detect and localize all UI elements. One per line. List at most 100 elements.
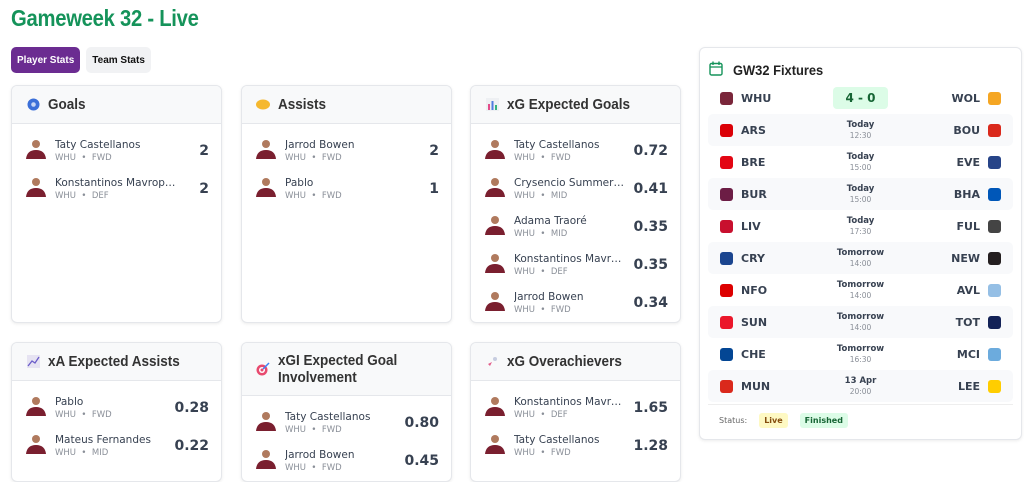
away-crest-icon xyxy=(988,379,1001,393)
player-name: Crysencio Summerville xyxy=(514,177,628,189)
handshake-icon xyxy=(256,98,270,112)
fixture-row[interactable]: LIV Today 17:30 FUL xyxy=(708,210,1013,242)
player-team: WHU xyxy=(514,153,536,163)
player-stat-value: 2 xyxy=(429,143,439,159)
fixture-row[interactable]: ARS Today 12:30 BOU xyxy=(708,114,1013,146)
away-team: LEE xyxy=(957,379,980,393)
player-row[interactable]: Taty Castellanos WHU • FWD 1.28 xyxy=(483,427,668,465)
away-crest-icon xyxy=(988,123,1001,137)
fixture-row[interactable]: CHE Tomorrow 16:30 MCI xyxy=(708,338,1013,370)
target-icon xyxy=(256,362,270,376)
player-row[interactable]: Pablo WHU • FWD 0.28 xyxy=(24,389,209,427)
fixture-day: Today xyxy=(846,152,875,162)
player-row[interactable]: Konstantinos Mavropan... WHU • DEF 1.65 xyxy=(483,389,668,427)
card-header: xG Expected Goals xyxy=(471,86,680,124)
player-stat-value: 1 xyxy=(429,181,439,197)
player-row[interactable]: Jarrod Bowen WHU • FWD 0.45 xyxy=(254,442,439,480)
player-row[interactable]: Adama Traoré WHU • MID 0.35 xyxy=(483,208,668,246)
player-stat-value: 0.22 xyxy=(174,438,209,454)
player-position: FWD xyxy=(321,425,342,435)
player-row[interactable]: Crysencio Summerville WHU • MID 0.41 xyxy=(483,170,668,208)
player-avatar xyxy=(254,409,285,437)
player-avatar xyxy=(254,137,285,165)
player-team: WHU xyxy=(514,410,536,420)
fixture-day: Tomorrow xyxy=(836,344,885,354)
player-row[interactable]: Pablo WHU • FWD 1 xyxy=(254,170,439,208)
player-name: Mateus Fernandes xyxy=(55,434,151,446)
player-row[interactable]: Taty Castellanos WHU • FWD 2 xyxy=(24,132,209,170)
player-name: Pablo xyxy=(285,177,314,189)
fixture-row[interactable]: NFO Tomorrow 14:00 AVL xyxy=(708,274,1013,306)
away-team: BHA xyxy=(953,187,980,201)
fixture-row[interactable]: SUN Tomorrow 14:00 TOT xyxy=(708,306,1013,338)
home-crest-icon xyxy=(720,91,733,105)
player-row[interactable]: Jarrod Bowen WHU • FWD 2 xyxy=(254,132,439,170)
fixture-row[interactable]: BRE Today 15:00 EVE xyxy=(708,146,1013,178)
trend-chart-icon xyxy=(26,355,40,369)
fixture-day: 13 Apr xyxy=(844,376,877,386)
away-team: FUL xyxy=(956,219,980,233)
card-header: xGI Expected Goal Involvement xyxy=(242,343,451,396)
bar-chart-icon xyxy=(485,98,499,112)
fixture-time: 20:00 xyxy=(849,387,872,396)
player-name: Jarrod Bowen xyxy=(514,291,584,303)
fixture-day: Today xyxy=(846,216,875,226)
player-row[interactable]: Taty Castellanos WHU • FWD 0.72 xyxy=(483,132,668,170)
home-crest-icon xyxy=(720,251,733,265)
fixture-row[interactable]: WHU 4 - 0 WOL xyxy=(708,82,1013,114)
player-stat-value: 1.28 xyxy=(633,438,668,454)
fixture-row[interactable]: MUN 13 Apr 20:00 LEE xyxy=(708,370,1013,402)
tab-player-stats[interactable]: Player Stats xyxy=(11,47,81,73)
fixture-day: Tomorrow xyxy=(836,312,885,322)
away-crest-icon xyxy=(988,251,1001,265)
home-team: MUN xyxy=(741,379,771,393)
status-legend: Status: Live Finished xyxy=(708,404,1013,428)
player-name: Taty Castellanos xyxy=(514,139,600,151)
player-position: DEF xyxy=(550,267,568,277)
away-team: TOT xyxy=(955,315,980,329)
home-team: NFO xyxy=(741,283,768,297)
player-name: Adama Traoré xyxy=(514,215,587,227)
player-name: Jarrod Bowen xyxy=(285,449,355,461)
player-position: FWD xyxy=(91,410,112,420)
player-position: FWD xyxy=(321,153,342,163)
player-row[interactable]: Konstantinos Mavropanos WHU • DEF 2 xyxy=(24,170,209,208)
fixture-row[interactable]: BUR Today 15:00 BHA xyxy=(708,178,1013,210)
player-row[interactable]: Taty Castellanos WHU • FWD 0.80 xyxy=(254,404,439,442)
player-stat-value: 0.45 xyxy=(404,453,439,469)
fixture-row[interactable]: CRY Tomorrow 14:00 NEW xyxy=(708,242,1013,274)
away-crest-icon xyxy=(988,91,1001,105)
stat-card-4: xGI Expected Goal Involvement Taty Caste… xyxy=(241,342,452,482)
player-stat-value: 0.35 xyxy=(633,257,668,273)
home-crest-icon xyxy=(720,187,733,201)
player-row[interactable]: Mateus Fernandes WHU • MID 0.22 xyxy=(24,427,209,465)
player-avatar xyxy=(483,175,514,203)
player-position: FWD xyxy=(550,153,571,163)
away-crest-icon xyxy=(988,219,1001,233)
player-row[interactable]: Jarrod Bowen WHU • FWD 0.34 xyxy=(483,284,668,322)
player-position: FWD xyxy=(91,153,112,163)
player-stat-value: 0.35 xyxy=(633,219,668,235)
card-header: xA Expected Assists xyxy=(12,343,221,381)
player-avatar xyxy=(24,432,55,460)
player-stat-value: 1.65 xyxy=(633,400,668,416)
away-crest-icon xyxy=(988,155,1001,169)
player-name: Taty Castellanos xyxy=(514,434,600,446)
fixture-score: 4 - 0 xyxy=(833,87,888,109)
player-stat-value: 0.80 xyxy=(404,415,439,431)
tab-team-stats[interactable]: Team Stats xyxy=(86,47,151,73)
player-avatar xyxy=(24,394,55,422)
home-team: BRE xyxy=(741,155,766,169)
fixture-time: 16:30 xyxy=(849,355,872,364)
player-stat-value: 0.41 xyxy=(633,181,668,197)
player-avatar xyxy=(483,432,514,460)
card-title: Goals xyxy=(48,96,86,113)
away-team: WOL xyxy=(951,91,981,105)
player-position: MID xyxy=(91,448,109,458)
player-row[interactable]: Konstantinos Mavropan... WHU • DEF 0.35 xyxy=(483,246,668,284)
calendar-icon xyxy=(709,61,723,80)
player-team: WHU xyxy=(55,153,77,163)
player-position: FWD xyxy=(321,191,342,201)
home-crest-icon xyxy=(720,379,733,393)
home-crest-icon xyxy=(720,315,733,329)
